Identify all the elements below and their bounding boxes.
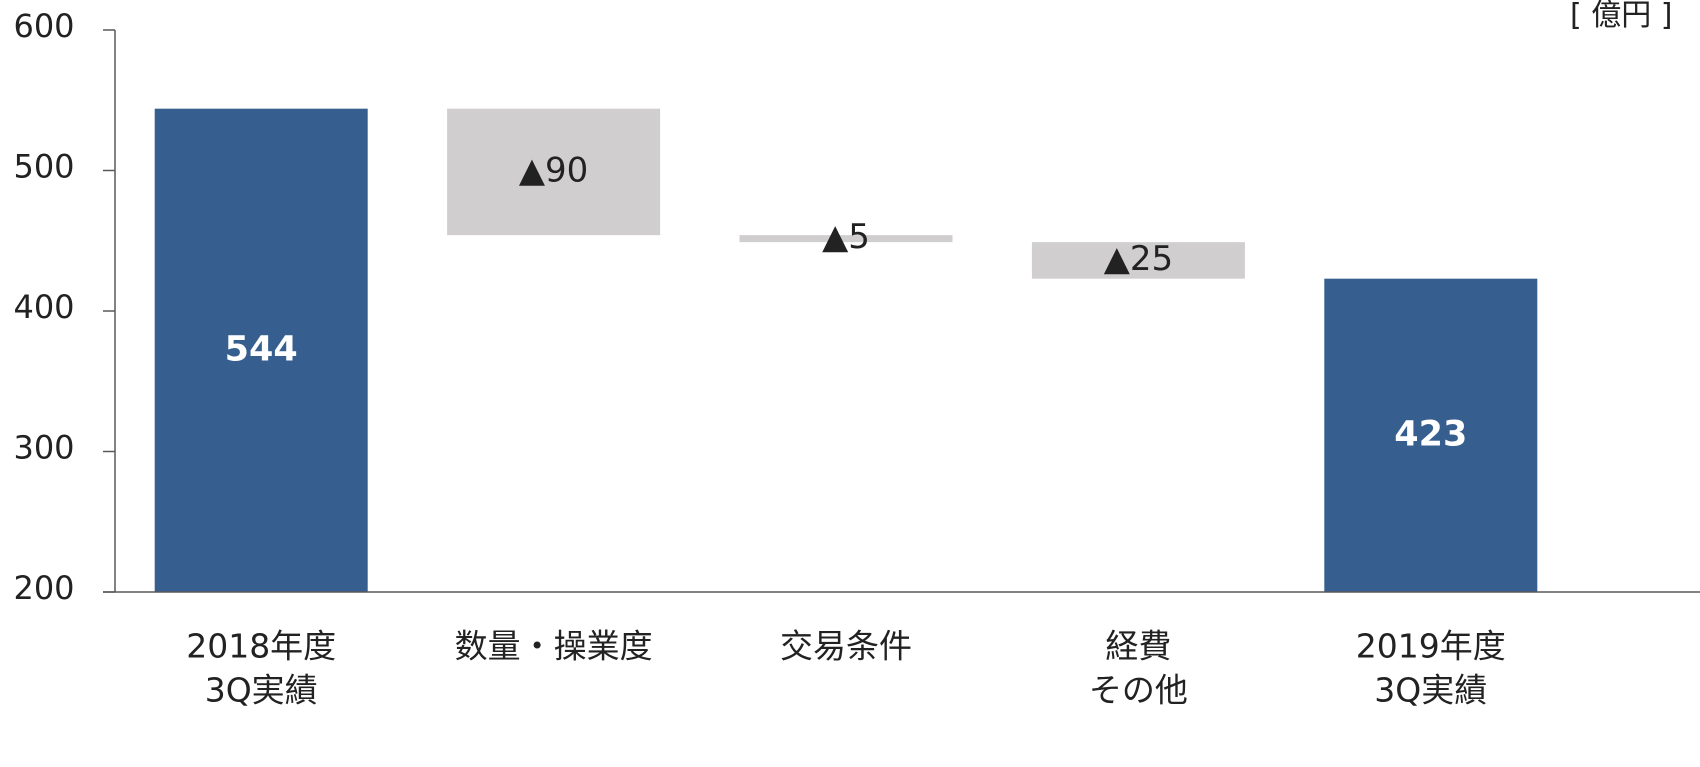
bar: [154, 108, 368, 593]
bar-value-label: ▲25: [1104, 239, 1173, 279]
y-tick-label: 500: [13, 148, 74, 186]
bar: [447, 108, 661, 236]
y-tick-label: 300: [13, 429, 74, 467]
bar-value-label: 544: [225, 329, 298, 369]
unit-label: [ 億円 ]: [1570, 0, 1673, 33]
x-category-label: 交易条件: [780, 627, 912, 666]
y-tick-label: 400: [13, 288, 74, 326]
x-category-label: 経費: [1105, 627, 1171, 666]
x-category-label: 2018年度: [186, 627, 336, 666]
x-category-label: その他: [1089, 671, 1188, 710]
bar: [1031, 242, 1245, 279]
x-category-label: 3Q実績: [205, 671, 318, 710]
x-category-label: 3Q実績: [1374, 671, 1487, 710]
x-category-label: 数量・操業度: [455, 627, 653, 666]
bar: [739, 235, 953, 243]
x-category-label: 2019年度: [1356, 627, 1506, 666]
bar-value-label: ▲5: [822, 217, 870, 257]
y-tick-label: 200: [13, 569, 74, 607]
bar-value-label: 423: [1394, 414, 1467, 454]
bar: [1324, 278, 1538, 592]
y-tick-label: 600: [13, 7, 74, 45]
bar-value-label: ▲90: [519, 150, 588, 190]
